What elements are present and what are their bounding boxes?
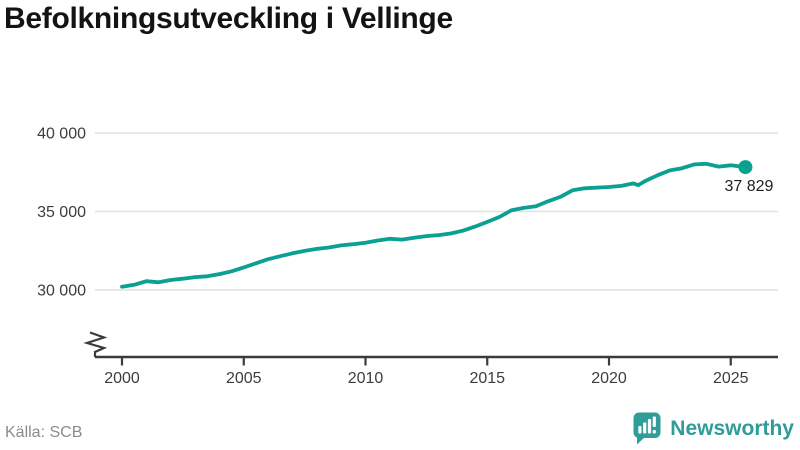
- x-axis-tick-label: 2020: [591, 370, 627, 387]
- latest-point-marker: [738, 160, 753, 175]
- x-axis-tick-label: 2005: [226, 370, 262, 387]
- source-label: Källa: SCB: [5, 424, 83, 441]
- y-axis-tick-label: 30 000: [37, 283, 86, 300]
- y-axis-tick-label: 40 000: [37, 126, 86, 143]
- latest-value-label: 37 829: [724, 178, 773, 195]
- axis-break-icon: [83, 331, 108, 357]
- chart-title: Befolkningsutveckling i Vellinge: [4, 2, 453, 35]
- population-line: [120, 161, 748, 289]
- newsworthy-wordmark: Newsworthy: [670, 416, 794, 440]
- newsworthy-bubble-chart-icon: [633, 412, 661, 445]
- newsworthy-logo[interactable]: Newsworthy: [632, 411, 794, 446]
- x-axis-tick-label: 2025: [713, 370, 749, 387]
- x-axis-tick-label: 2010: [348, 370, 384, 387]
- y-axis-tick-label: 35 000: [37, 204, 86, 221]
- x-axis-tick-label: 2015: [469, 370, 505, 387]
- x-axis-tick-label: 2000: [104, 370, 140, 387]
